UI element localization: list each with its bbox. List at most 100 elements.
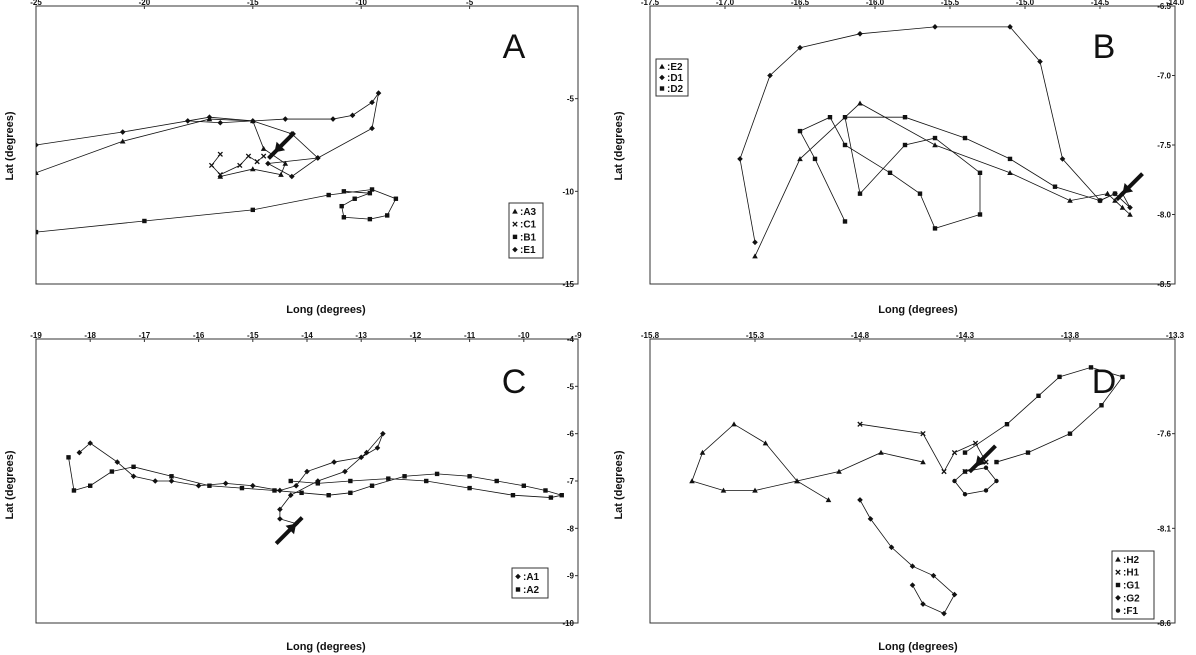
data-point (367, 190, 373, 196)
series-f1 (952, 465, 999, 497)
data-point (962, 135, 968, 141)
x-tick-label: -16 (193, 331, 205, 340)
data-point (962, 469, 968, 474)
legend-marker (512, 221, 518, 227)
data-point (1057, 374, 1062, 380)
series-d2 (797, 115, 1118, 231)
legend: :E2:D1:D2 (655, 58, 689, 97)
data-point (277, 516, 283, 522)
data-point (424, 478, 429, 484)
x-tick-label: -25 (30, 0, 42, 7)
legend-label: :C1 (520, 220, 537, 231)
legend-marker (659, 86, 665, 91)
x-tick-label: -14 (301, 331, 313, 340)
data-point (195, 482, 202, 489)
data-point (887, 170, 893, 175)
data-point (369, 99, 375, 106)
legend: :A1:A2 (511, 567, 549, 599)
data-point (825, 497, 832, 503)
data-point (1037, 58, 1043, 65)
data-point (467, 474, 472, 479)
legend-marker (659, 74, 665, 81)
data-point (1120, 374, 1125, 380)
x-tick-label: -17.5 (641, 0, 660, 7)
data-point (888, 544, 895, 551)
arrow-head (285, 523, 297, 535)
data-point (1112, 197, 1118, 203)
x-tick-label: -15.3 (746, 331, 765, 340)
data-point (239, 485, 245, 491)
data-point (341, 189, 347, 194)
data-point (152, 478, 159, 484)
legend-label: :D1 (667, 73, 684, 84)
data-point (245, 153, 252, 159)
x-tick-label: -15 (247, 331, 259, 340)
data-point (114, 459, 121, 465)
y-tick-label: -6 (567, 430, 575, 439)
data-point (731, 421, 737, 427)
x-axis-label: Long (degrees) (878, 641, 958, 653)
data-point (36, 142, 39, 148)
data-point (857, 191, 863, 196)
data-point (1097, 198, 1103, 203)
legend-marker (1115, 582, 1121, 588)
legend-box (511, 567, 549, 599)
data-point (857, 100, 863, 106)
data-point (951, 449, 958, 456)
series-line (799, 116, 1116, 229)
data-point (339, 203, 344, 209)
arrow-head (274, 141, 286, 153)
data-point (797, 44, 803, 51)
data-point (836, 468, 842, 474)
y-tick-label: -7.6 (1157, 430, 1171, 439)
data-point (878, 449, 884, 455)
data-point (510, 493, 516, 498)
x-tick-label: -5 (466, 0, 474, 7)
panel-a: -25 -20 -15 -10 -5 -5 -10 -15 Long (degrees) Lat … (4, 0, 579, 316)
arrow-icon (968, 444, 997, 474)
data-point (842, 115, 848, 120)
series-g1 (962, 365, 1125, 465)
data-point (36, 229, 39, 235)
data-point (349, 112, 356, 119)
data-point (250, 118, 256, 124)
data-point (857, 31, 863, 37)
y-tick-label: -7.0 (1157, 72, 1171, 81)
y-tick-label: -7.5 (1157, 141, 1171, 150)
y-tick-label: -8.6 (1157, 619, 1171, 628)
data-point (1119, 204, 1126, 210)
series-line (36, 92, 379, 177)
x-tick-label: -13 (355, 331, 367, 340)
series-a1 (76, 430, 386, 527)
legend-marker (659, 63, 665, 69)
data-point (902, 142, 908, 148)
y-tick-label: -10 (562, 619, 574, 628)
series-line (964, 366, 1124, 463)
data-point (1104, 190, 1111, 196)
data-point (217, 119, 224, 126)
arrow-shaft (1115, 172, 1144, 202)
data-point (288, 478, 293, 484)
x-tick-label: -14.5 (1091, 0, 1110, 7)
data-point (521, 483, 526, 488)
data-point (369, 187, 375, 192)
series-line (739, 26, 1131, 243)
x-tick-label: -14.8 (851, 331, 870, 340)
data-point (752, 487, 758, 493)
data-point (1007, 170, 1013, 175)
data-point (857, 497, 863, 503)
data-point (867, 516, 874, 522)
y-axis-label: Lat (degrees) (613, 111, 625, 180)
data-point (168, 478, 175, 484)
data-point (363, 449, 370, 456)
x-axis-label: Long (degrees) (286, 641, 366, 653)
data-point (920, 459, 926, 465)
data-point (1036, 393, 1041, 398)
data-point (260, 145, 267, 151)
data-point (842, 142, 848, 148)
x-axis-label: Long (degrees) (286, 304, 366, 316)
data-point (857, 421, 863, 427)
series-line (36, 189, 397, 233)
x-tick-label: -13.8 (1061, 331, 1080, 340)
data-point (119, 129, 126, 135)
